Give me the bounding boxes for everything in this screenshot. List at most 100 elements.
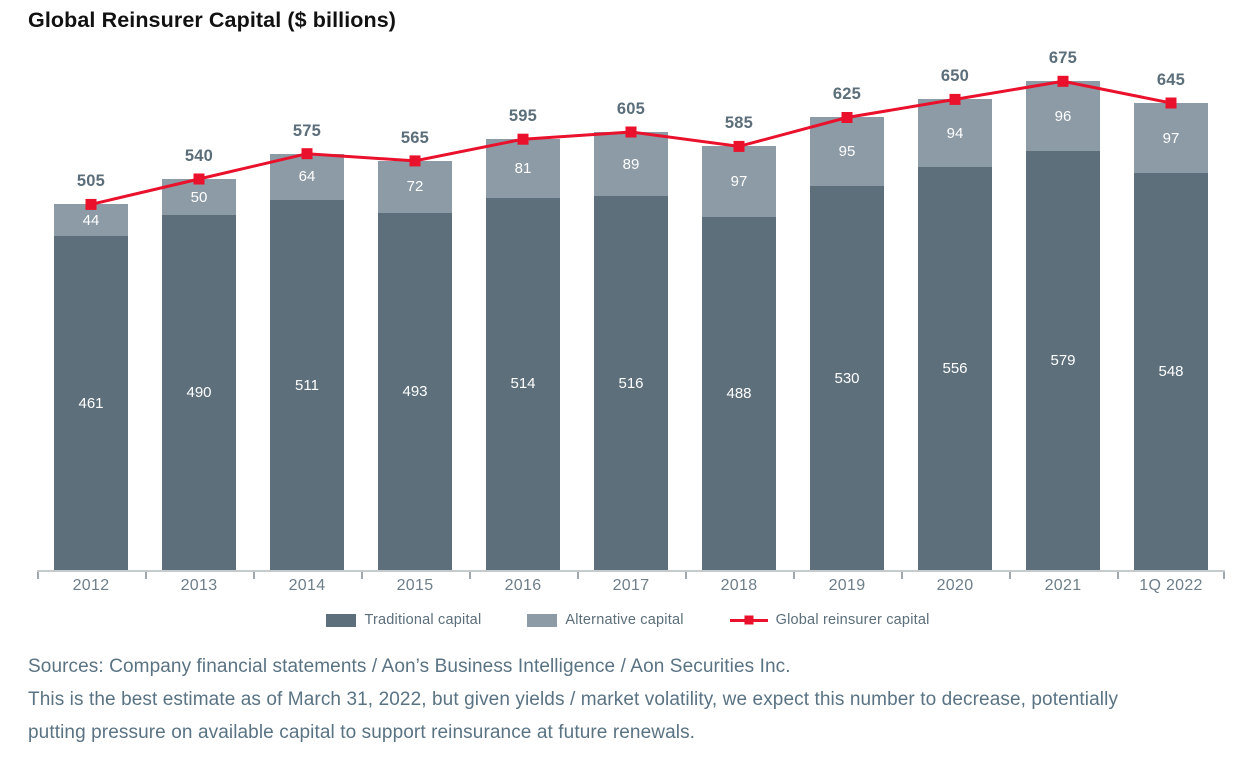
x-axis-tick [1223,572,1225,579]
traditional-value-label: 548 [1158,363,1184,381]
x-axis-tick [577,572,579,579]
line-path [90,79,1172,206]
segment-traditional-capital: 516 [594,196,668,570]
line-marker-square-icon [1057,75,1069,87]
x-axis-tick [253,572,255,579]
line-marker-square-icon [625,126,637,138]
bar-2014: 64 511 [270,153,344,570]
traditional-value-label: 579 [1050,351,1076,369]
total-value-label: 505 [76,172,106,191]
segment-alternative-capital: 72 [378,160,452,214]
alternative-value-label: 44 [82,211,100,229]
segment-traditional-capital: 490 [162,215,236,570]
x-axis-label: 2018 [720,577,758,594]
traditional-value-label: 516 [618,374,644,392]
bar-2019: 95 530 [810,117,884,570]
line-marker-square-icon [193,173,205,185]
bar-2015: 72 493 [378,160,452,570]
total-value-label: 575 [292,121,322,140]
total-value-label: 650 [940,67,970,86]
alternative-value-label: 94 [946,124,964,142]
segment-traditional-capital: 548 [1134,173,1208,570]
legend-item-traditional-capital: Traditional capital [326,612,481,628]
legend-item-alternative-capital: Alternative capital [527,612,683,628]
total-value-label: 675 [1048,49,1078,68]
x-axis-line [37,570,1225,572]
line-marker-square-icon [841,112,853,123]
segment-alternative-capital: 81 [486,139,560,198]
legend: Traditional capital Alternative capital … [0,612,1256,628]
line-marker-swatch-icon [729,615,768,625]
alternative-value-label: 50 [190,188,208,206]
chart-title: Global Reinsurer Capital ($ billions) [28,8,397,32]
traditional-value-label: 514 [510,375,536,393]
alternative-value-label: 72 [406,178,424,196]
traditional-value-label: 461 [78,394,104,412]
x-axis-label: 2016 [504,577,542,594]
legend-label-alternative-capital: Alternative capital [565,612,684,628]
total-value-label: 595 [508,107,538,126]
x-axis-label: 2014 [288,577,326,594]
x-axis-tick [469,572,471,579]
alternative-value-label: 89 [622,155,640,173]
bar-2020: 94 556 [918,99,992,570]
segment-traditional-capital: 530 [810,186,884,570]
segment-traditional-capital: 488 [702,216,776,570]
traditional-value-label: 490 [186,384,212,402]
segment-alternative-capital: 89 [594,131,668,197]
x-axis-label: 2012 [72,577,110,594]
x-axis-tick [1009,572,1011,579]
bar-1q-2022: 97 548 [1134,103,1208,570]
line-marker-square-icon [733,140,745,152]
traditional-value-label: 556 [942,360,968,378]
x-axis-labels: 2012 2013 2014 2015 2016 2017 2018 2019 2020 2021… [37,577,1225,599]
line-marker-square-icon [949,93,961,105]
traditional-capital-swatch-icon [326,613,357,627]
x-axis-tick [37,572,39,579]
total-value-label: 645 [1156,71,1186,89]
x-axis-tick [1117,572,1119,579]
sources-text: Sources: Company financial statements / … [28,656,791,677]
segment-alternative-capital: 94 [918,99,992,168]
alternative-value-label: 97 [730,173,748,191]
x-axis-label: 2019 [828,577,866,594]
bar-2013: 50 490 [162,179,236,570]
segment-alternative-capital: 64 [270,153,344,201]
x-axis-tick [793,572,795,579]
global-reinsurer-capital-line [85,75,1177,210]
alternative-value-label: 96 [1054,107,1072,125]
x-axis-label: 2021 [1044,577,1082,594]
segment-traditional-capital: 493 [378,213,452,570]
bar-2016: 81 514 [486,139,560,570]
traditional-value-label: 493 [402,383,428,401]
bar-2021: 96 579 [1026,81,1100,570]
legend-label-global-reinsurer-capital: Global reinsurer capital [775,612,930,628]
legend-label-traditional-capital: Traditional capital [364,612,482,628]
footer-notes: Sources: Company financial statements / … [28,650,1136,749]
segment-traditional-capital: 514 [486,197,560,570]
total-value-label: 565 [400,128,430,147]
line-marker-square-icon [85,198,97,210]
line-marker-square-icon [744,615,754,625]
x-axis-tick [145,572,147,579]
x-axis-tick [901,572,903,579]
estimate-note-text: This is the best estimate as of March 31… [28,689,1119,743]
x-axis-tick [361,572,363,579]
segment-alternative-capital: 97 [702,146,776,217]
x-axis-label: 1Q 2022 [1139,577,1203,594]
total-value-label: 605 [616,99,646,118]
alternative-capital-swatch-icon [527,613,558,627]
line-marker-square-icon [409,155,421,167]
bar-2017: 89 516 [594,131,668,570]
line-marker-square-icon [1165,97,1177,109]
alternative-value-label: 81 [514,160,532,178]
traditional-value-label: 530 [834,369,860,387]
segment-alternative-capital: 95 [810,117,884,187]
total-value-label: 540 [184,147,214,166]
alternative-value-label: 97 [1162,129,1180,147]
segment-traditional-capital: 556 [918,167,992,570]
x-axis-tick [685,572,687,579]
x-axis-label: 2020 [936,577,974,594]
segment-traditional-capital: 511 [270,200,344,570]
segment-traditional-capital: 579 [1026,150,1100,570]
